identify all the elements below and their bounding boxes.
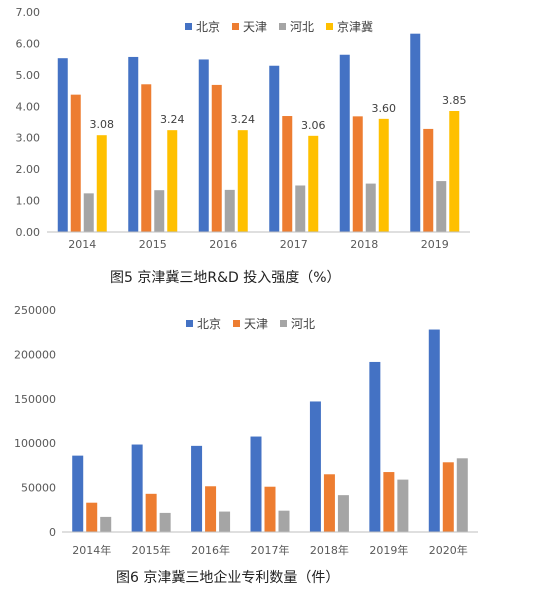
x-tick-label: 2019年 — [369, 543, 408, 557]
bar-hebei-5 — [397, 479, 409, 532]
bar-hebei-1 — [159, 512, 171, 532]
legend-label: 京津冀 — [337, 20, 373, 34]
bar-hebei-5 — [436, 181, 447, 232]
rd-intensity-chart: 0.00 1.00 2.00 3.00 4.00 5.00 6.00 7.00 北京 天津 河北 京… — [16, 6, 470, 286]
y-tick-label: 250000 — [14, 304, 56, 317]
bar-hebei-1 — [154, 190, 165, 232]
bar-beijing-0 — [57, 58, 68, 233]
bar-tianjin-0 — [70, 94, 81, 233]
x-tick-label: 2015年 — [132, 543, 171, 557]
bar-hebei-3 — [278, 510, 290, 532]
y-tick-label: 150000 — [14, 393, 56, 406]
bar-beijing-1 — [131, 444, 143, 532]
y-tick-label: 0 — [49, 526, 56, 539]
data-label: 3.08 — [90, 118, 115, 131]
x-tick-label: 2014年 — [72, 543, 111, 557]
legend-label: 北京 — [197, 317, 221, 331]
x-tick-label: 2018 — [350, 238, 378, 251]
x-tick-label: 2017 — [280, 238, 308, 251]
legend-label: 河北 — [291, 317, 315, 331]
legend-label: 河北 — [290, 20, 314, 34]
y-tick-label: 50000 — [21, 482, 56, 495]
bar-tianjin-4 — [323, 474, 335, 532]
x-tick-label: 2018年 — [310, 543, 349, 557]
data-label: 3.60 — [372, 102, 397, 115]
y-tick-label: 2.00 — [16, 163, 41, 176]
bar-beijing-6 — [428, 329, 440, 532]
y-tick-label: 200000 — [14, 348, 56, 361]
bar-tianjin-5 — [383, 472, 395, 532]
legend-swatch — [280, 320, 287, 327]
x-tick-label: 2015 — [139, 238, 167, 251]
bar-hebei-3 — [295, 185, 306, 232]
y-tick-label: 4.00 — [16, 100, 41, 113]
bar-hebei-0 — [100, 516, 112, 532]
bar-beijing-2 — [198, 59, 209, 233]
legend-swatch — [279, 23, 286, 30]
bar-jjj-5 — [449, 111, 460, 232]
chart-title: 图5 京津冀三地R&D 投入强度（%） — [110, 270, 341, 286]
y-tick-label: 5.00 — [16, 69, 41, 82]
legend-label: 天津 — [243, 20, 267, 34]
bar-hebei-2 — [219, 511, 231, 532]
y-tick-label: 0.00 — [16, 226, 41, 239]
bar-tianjin-2 — [205, 486, 217, 532]
bar-beijing-5 — [369, 361, 381, 532]
bar-tianjin-3 — [282, 116, 293, 232]
y-tick-label: 3.00 — [16, 132, 41, 145]
bar-tianjin-2 — [211, 84, 222, 233]
bar-jjj-2 — [237, 130, 248, 232]
bar-beijing-0 — [72, 455, 84, 532]
legend-swatch — [185, 23, 192, 30]
legend-swatch — [326, 23, 333, 30]
bar-hebei-2 — [224, 189, 235, 232]
x-tick-label: 2014 — [68, 238, 96, 251]
bar-beijing-2 — [191, 445, 203, 532]
enterprise-patents-chart: 0 50000 100000 150000 200000 250000 北京 天津 河北 20… — [14, 304, 478, 586]
bar-tianjin-1 — [145, 493, 157, 532]
bar-tianjin-3 — [264, 486, 276, 532]
y-tick-label: 6.00 — [16, 37, 41, 50]
legend-label: 天津 — [244, 317, 268, 331]
bar-tianjin-0 — [86, 502, 98, 532]
legend-label: 北京 — [196, 20, 220, 34]
bar-jjj-1 — [167, 130, 178, 232]
bar-beijing-4 — [339, 54, 350, 232]
bar-tianjin-5 — [423, 128, 434, 232]
x-tick-label: 2016年 — [191, 543, 230, 557]
bar-tianjin-4 — [352, 116, 363, 232]
y-tick-label: 1.00 — [16, 195, 41, 208]
legend-swatch — [232, 23, 239, 30]
bar-jjj-3 — [308, 135, 319, 232]
y-tick-label: 100000 — [14, 437, 56, 450]
data-label: 3.06 — [301, 119, 326, 132]
bar-hebei-6 — [456, 458, 468, 532]
x-tick-label: 2017年 — [251, 543, 290, 557]
data-label: 3.24 — [231, 113, 256, 126]
data-label: 3.85 — [442, 94, 467, 107]
bar-hebei-4 — [365, 183, 376, 232]
bar-beijing-5 — [410, 33, 421, 232]
bar-jjj-4 — [378, 118, 389, 232]
data-label: 3.24 — [160, 113, 185, 126]
bar-jjj-0 — [96, 135, 107, 232]
bar-beijing-3 — [269, 65, 280, 232]
legend-swatch — [233, 320, 240, 327]
chart-title: 图6 京津冀三地企业专利数量（件） — [116, 569, 339, 586]
y-tick-label: 7.00 — [16, 6, 41, 19]
x-tick-label: 2020年 — [429, 543, 468, 557]
bar-beijing-4 — [309, 401, 321, 532]
x-tick-label: 2016 — [209, 238, 237, 251]
bar-beijing-1 — [128, 56, 139, 232]
bar-beijing-3 — [250, 436, 262, 532]
bar-tianjin-6 — [442, 462, 454, 532]
bar-hebei-0 — [83, 193, 94, 232]
bar-hebei-4 — [337, 495, 349, 532]
bar-tianjin-1 — [141, 84, 152, 233]
x-tick-label: 2019 — [421, 238, 449, 251]
legend-swatch — [186, 320, 193, 327]
